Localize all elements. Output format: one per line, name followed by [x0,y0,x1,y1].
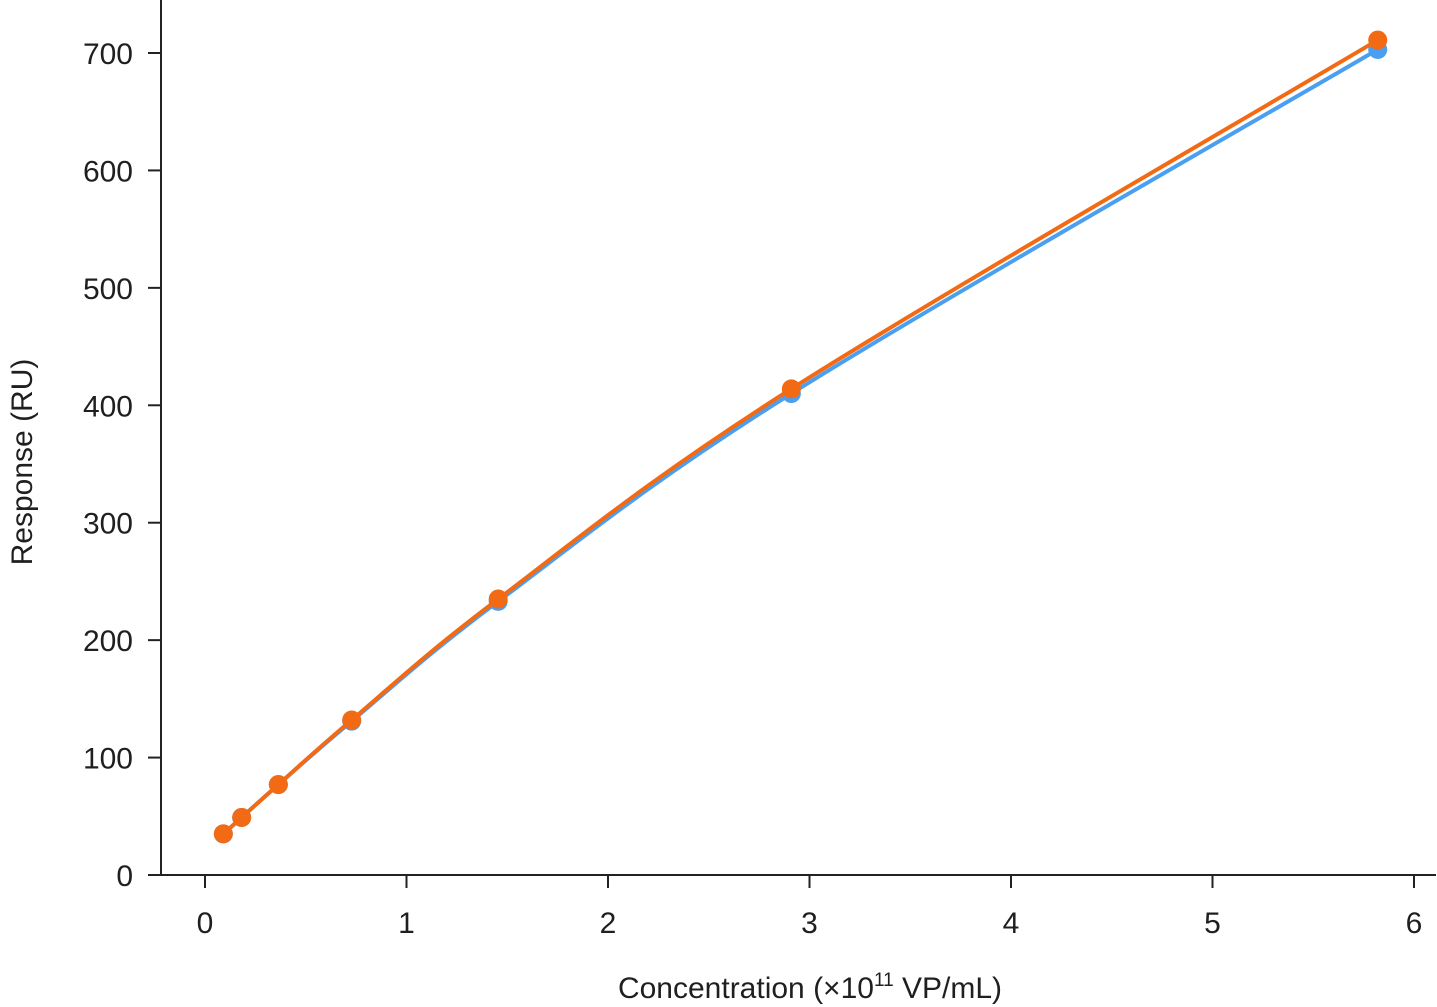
series-1-line [221,47,1380,836]
series-1 [213,39,1388,844]
x-axis-title-superscript: 11 [874,970,894,991]
y-tick-label: 400 [83,390,133,423]
x-tick-label: 1 [398,907,415,940]
series-2 [213,30,1388,844]
x-ticks: 0 1 2 3 4 5 6 [197,875,1423,940]
x-tick-label: 5 [1204,907,1221,940]
y-tick-label: 0 [116,860,133,893]
x-tick-label: 2 [600,907,617,940]
axes-layer: 0 1 2 3 4 5 6 0 100 200 300 400 500 600 700 [83,0,1436,940]
y-tick-label: 600 [83,155,133,188]
y-tick-label: 500 [83,273,133,306]
y-tick-label: 200 [83,625,133,658]
x-tick-label: 0 [197,907,214,940]
y-ticks: 0 100 200 300 400 500 600 700 [83,38,161,893]
series-2-point [781,379,801,399]
x-tick-label: 3 [801,907,818,940]
x-tick-label: 6 [1406,907,1423,940]
series-2-point [268,775,288,795]
series-2-point [232,807,252,827]
y-tick-label: 100 [83,743,133,776]
series-2-point [342,710,362,730]
y-axis-title: Response (RU) [6,359,39,566]
series-2-point [488,589,508,609]
series-2-point [1368,30,1388,50]
series-2-point [213,824,233,844]
y-tick-label: 300 [83,508,133,541]
x-axis-title: Concentration (×1011 VP/mL) [618,970,1002,1005]
x-axis-title-prefix: Concentration (×10 [618,972,874,1005]
x-tick-label: 4 [1003,907,1020,940]
y-tick-label: 700 [83,38,133,71]
series-layer [213,30,1388,844]
x-axis-title-suffix: VP/mL) [894,972,1002,1005]
series-2-line [221,38,1380,836]
